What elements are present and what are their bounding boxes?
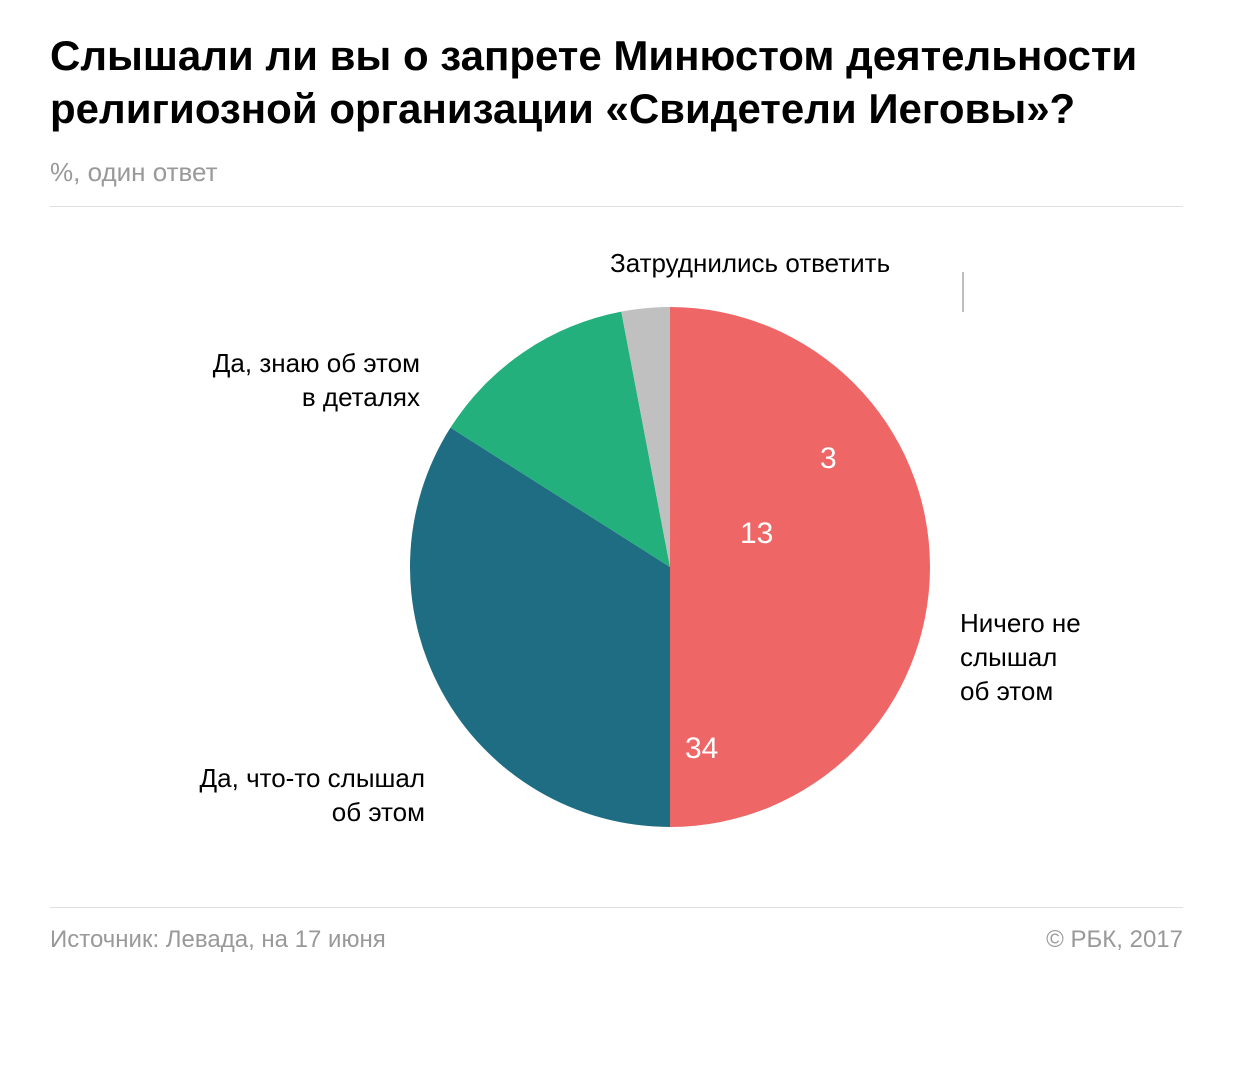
pie-category-label: Да, знаю об этомв деталях xyxy=(160,347,420,415)
source-text: Источник: Левада, на 17 июня xyxy=(50,926,386,954)
pie-category-label: Затруднились ответить xyxy=(610,247,890,281)
divider-bottom xyxy=(50,907,1183,908)
chart-title: Слышали ли вы о запрете Минюстом деятель… xyxy=(50,30,1183,135)
pie-value-label: 13 xyxy=(740,517,773,551)
pie-category-label: Да, что-то слышалоб этом xyxy=(145,762,425,830)
pie-value-label: 34 xyxy=(685,732,718,766)
pie-value-label: 50 xyxy=(920,657,953,691)
pie-chart xyxy=(410,307,930,827)
pie-category-label: Ничего не слышалоб этом xyxy=(960,607,1183,708)
pie-value-label: 3 xyxy=(820,442,837,476)
chart-subtitle: %, один ответ xyxy=(50,157,1183,188)
chart-footer: Источник: Левада, на 17 июня © РБК, 2017 xyxy=(50,926,1183,954)
chart-area: 50 34 13 3 Ничего не слышалоб этом Да, что-то… xyxy=(50,207,1183,907)
leader-line xyxy=(962,272,964,312)
copyright-text: © РБК, 2017 xyxy=(1046,926,1183,954)
